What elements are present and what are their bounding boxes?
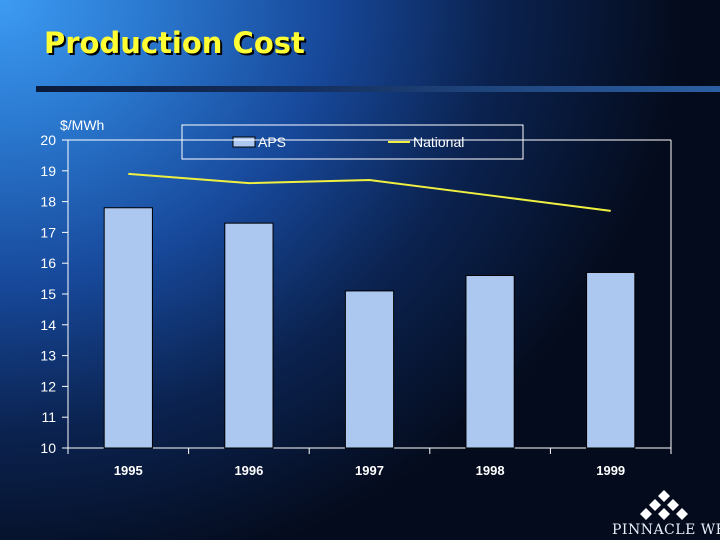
- y-tick-label: 11: [41, 409, 56, 425]
- aps-bar-1999: [586, 271, 636, 449]
- legend: APS National: [181, 124, 524, 160]
- legend-label-aps: APS: [258, 134, 286, 150]
- x-axis: 1995 1996 1997 1998 1999: [67, 447, 672, 478]
- y-tick-label: 12: [40, 378, 56, 394]
- aps-bar-1998: [465, 275, 515, 449]
- y-axis-unit-label: $/MWh: [60, 117, 104, 133]
- slide-title: Production Cost: [44, 26, 305, 60]
- y-tick-label: 10: [40, 440, 56, 456]
- national-series-line: [128, 172, 611, 212]
- y-tick-label: 19: [40, 163, 56, 179]
- aps-bar-1996: [224, 222, 274, 449]
- aps-bar-1995: [103, 207, 153, 449]
- title-divider: [36, 86, 720, 92]
- national-line: [128, 172, 611, 212]
- x-tick-label: 1995: [114, 463, 143, 478]
- x-tick-label: 1998: [476, 463, 505, 478]
- y-axis: 10 11 12 13 14 15 16 17 18 19 20: [40, 132, 672, 456]
- x-tick-label: 1997: [355, 463, 384, 478]
- y-tick-label: 18: [40, 194, 56, 210]
- legend-box: [181, 124, 524, 160]
- legend-swatch-aps: [232, 136, 256, 148]
- company-logo-text: PINNACLE WEST: [612, 522, 720, 538]
- x-tick-label: 1999: [596, 463, 625, 478]
- y-tick-label: 17: [40, 224, 56, 240]
- y-tick-label: 13: [40, 348, 56, 364]
- x-tick-label: 1996: [234, 463, 263, 478]
- y-tick-label: 16: [40, 255, 56, 271]
- aps-bar-1997: [344, 290, 395, 449]
- aps-bars: [103, 207, 636, 449]
- y-tick-label: 20: [40, 132, 56, 148]
- legend-label-national: National: [413, 134, 464, 150]
- y-tick-label: 14: [40, 317, 56, 333]
- y-tick-label: 15: [40, 286, 56, 302]
